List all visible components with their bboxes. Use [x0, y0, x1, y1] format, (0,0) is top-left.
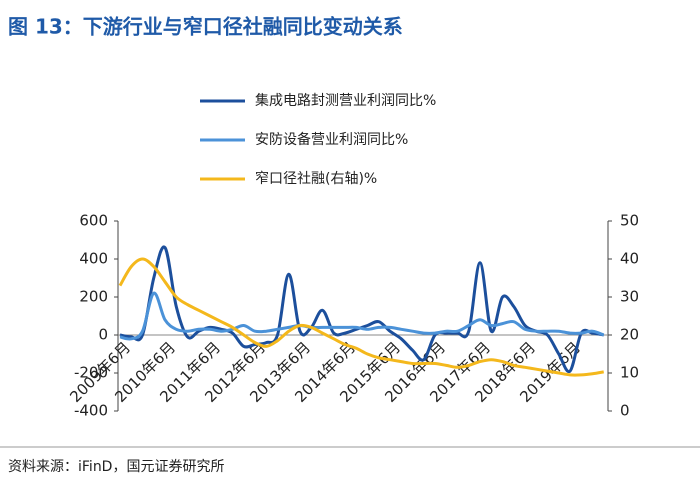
- y-tick-label: 200: [79, 288, 108, 306]
- y-tick-label: 600: [79, 212, 108, 230]
- series-line: [119, 291, 605, 341]
- series-line: [118, 257, 605, 377]
- y2-tick-label: 10: [620, 364, 639, 382]
- y2-tick-label: 30: [620, 288, 639, 306]
- y2-tick-label: 0: [620, 402, 630, 420]
- legend-label: 集成电路封测营业利润同比%: [255, 92, 436, 109]
- y2-tick-label: 50: [620, 212, 639, 230]
- source: 资料来源：iFinD，国元证券研究所: [8, 459, 224, 475]
- legend-label: 安防设备营业利润同比%: [255, 131, 408, 148]
- chart-title: 图 13：下游行业与窄口径社融同比变动关系: [8, 15, 403, 39]
- y2-tick-label: 20: [620, 326, 639, 344]
- y2-tick-label: 40: [620, 250, 639, 268]
- legend-label: 窄口径社融(右轴)%: [255, 170, 377, 187]
- y-tick-label: 0: [98, 326, 108, 344]
- y-tick-label: -400: [74, 402, 108, 420]
- y-tick-label: 400: [79, 250, 108, 268]
- y-tick-label: -200: [74, 364, 108, 382]
